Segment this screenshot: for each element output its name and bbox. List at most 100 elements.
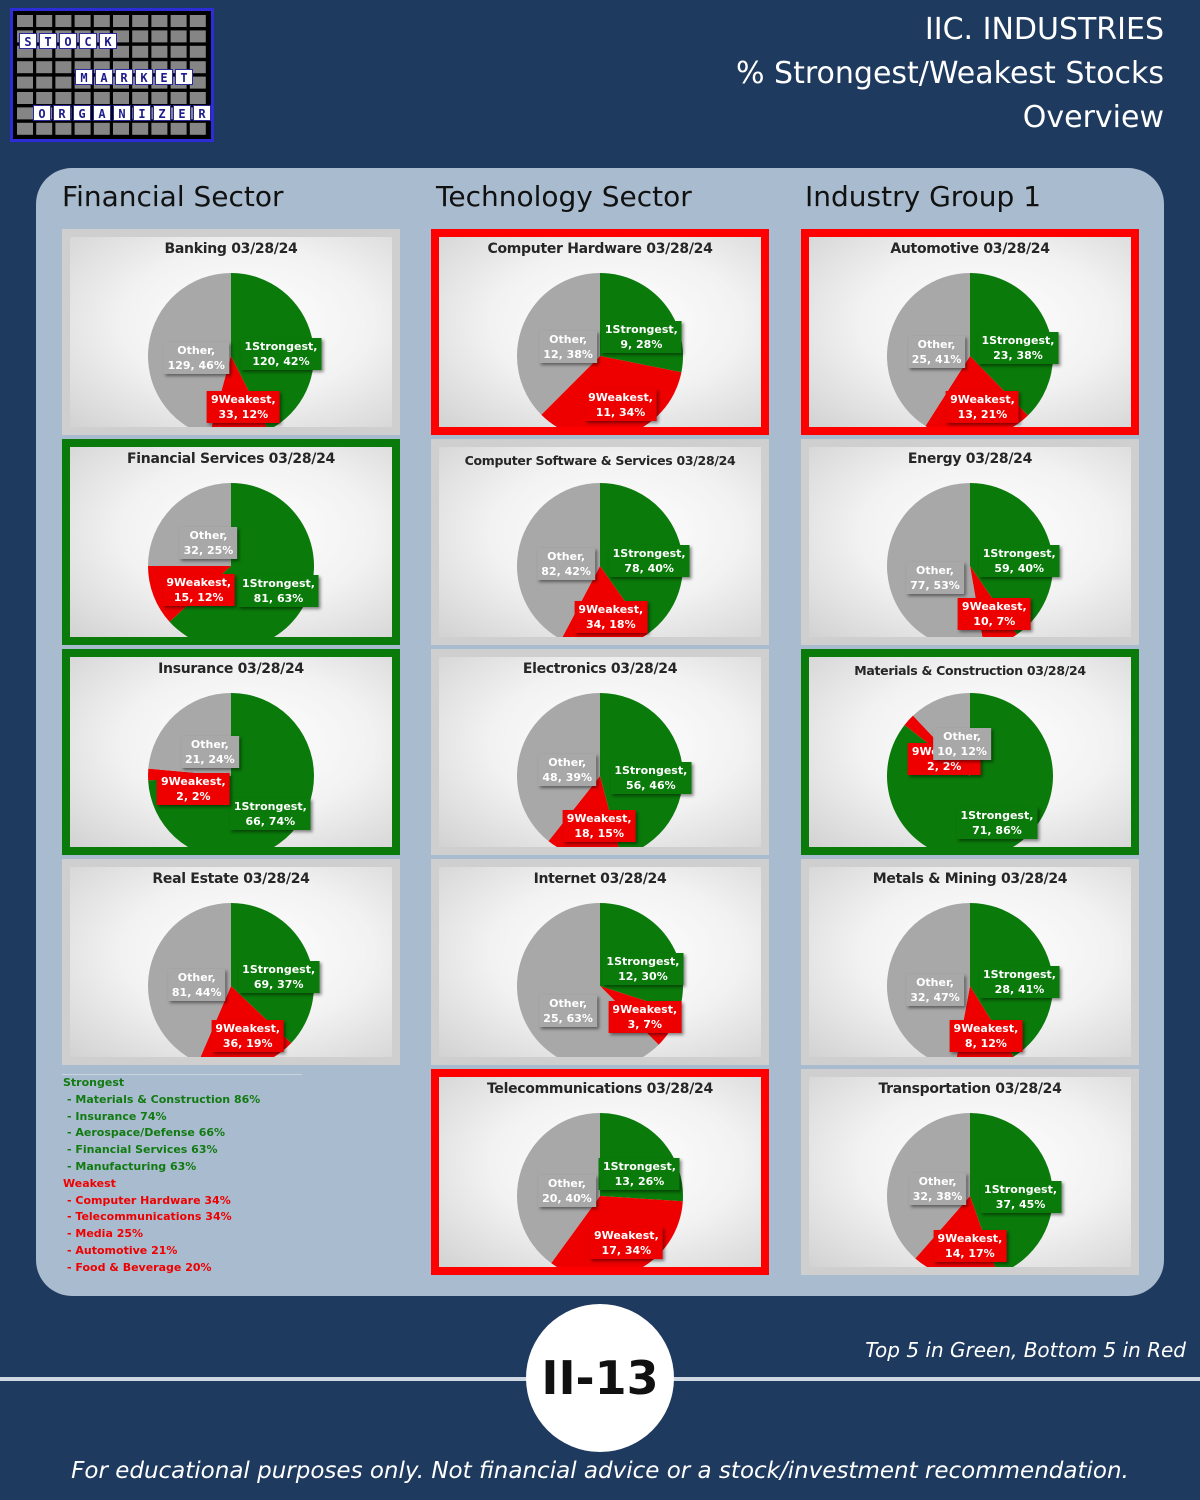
slice-data-label: Other, 32, 25% <box>179 527 238 560</box>
logo-letter: A <box>95 69 113 85</box>
legend-weakest-item: - Media 25% <box>67 1227 144 1241</box>
legend-strongest-heading: Strongest <box>63 1076 125 1089</box>
chart-title: Telecommunications 03/28/24 <box>487 1081 713 1097</box>
slice-data-label: 1Strongest, 23, 38% <box>977 331 1059 364</box>
slice-data-label: 1Strongest, 78, 40% <box>608 544 690 577</box>
slice-data-label: 1Strongest, 56, 46% <box>610 762 692 795</box>
legend-strongest-item: - Manufacturing 63% <box>67 1159 197 1173</box>
pie-chart-card: 1Strongest, 28, 41% 9Weakest, 8, 12% Other, 3… <box>801 859 1139 1065</box>
slice-data-label: 1Strongest, 59, 40% <box>978 545 1060 578</box>
pie-chart-card: 1Strongest, 12, 30% 9Weakest, 3, 7% Other, 25… <box>431 859 769 1065</box>
header-line-2: % Strongest/Weakest Stocks <box>736 56 1164 91</box>
slice-data-label: Other, 10, 12% <box>933 727 991 760</box>
slice-data-label: 1Strongest, 81, 63% <box>237 575 319 608</box>
chart-title: Transportation 03/28/24 <box>878 1081 1062 1097</box>
pie-chart-card: 1Strongest, 66, 74% 9Weakest, 2, 2% Other, 21… <box>62 649 400 855</box>
pie-chart-card: 1Strongest, 120, 42% 9Weakest, 33, 12% Other… <box>62 229 400 435</box>
logo-letter: R <box>53 105 71 121</box>
chart-title: Metals & Mining 03/28/24 <box>872 871 1068 887</box>
pie-chart-card: 1Strongest, 81, 63% 9Weakest, 15, 12% Other,… <box>62 439 400 645</box>
logo-letter: E <box>173 105 191 121</box>
column-title-financial: Financial Sector <box>62 180 284 213</box>
legend-strongest-item: - Materials & Construction 86% <box>67 1092 261 1106</box>
slice-data-label: 9Weakest, 14, 17% <box>933 1230 1007 1263</box>
slice-data-label: 9Weakest, 10, 7% <box>957 597 1031 630</box>
strongest-weakest-legend: Strongest - Materials & Construction 86%… <box>62 1074 302 1277</box>
chart-title: Automotive 03/28/24 <box>890 241 1050 257</box>
slice-data-label: Other, 20, 40% <box>538 1174 596 1207</box>
chart-title: Materials & Construction 03/28/24 <box>854 663 1086 678</box>
pie-chart-card: 1Strongest, 78, 40% 9Weakest, 34, 18% Other,… <box>431 439 769 645</box>
logo-letter: G <box>73 105 91 121</box>
slice-data-label: 1Strongest, 13, 26% <box>598 1158 680 1191</box>
legend-strongest-item: - Financial Services 63% <box>67 1143 218 1157</box>
logo-letter: T <box>39 33 57 49</box>
slice-data-label: 9Weakest, 11, 34% <box>584 389 657 422</box>
pie-chart-card: 1Strongest, 23, 38% 9Weakest, 13, 21% Other,… <box>801 229 1139 435</box>
slice-data-label: 9Weakest, 33, 12% <box>206 390 280 423</box>
pie-chart-card: 1Strongest, 13, 26% 9Weakest, 17, 34% Other,… <box>431 1069 769 1275</box>
chart-title: Financial Services 03/28/24 <box>127 451 335 467</box>
slice-data-label: 9Weakest,2, 2% <box>156 773 230 806</box>
pie-chart <box>517 903 683 1057</box>
header-line-1: IIC. INDUSTRIES <box>924 12 1164 47</box>
page-header: IIC. INDUSTRIES % Strongest/Weakest Stoc… <box>736 8 1164 140</box>
pie-chart-card: 1Strongest, 56, 46% 9Weakest, 18, 15% Other,… <box>431 649 769 855</box>
logo-letter: K <box>99 33 117 49</box>
slice-data-label: Other, 25, 63% <box>539 994 597 1027</box>
logo-letter: K <box>135 69 153 85</box>
logo-letter: R <box>193 105 211 121</box>
legend-weakest-item: - Food & Beverage 20% <box>67 1260 212 1274</box>
slice-data-label: 1Strongest, 37, 45% <box>980 1180 1062 1213</box>
color-key-note: Top 5 in Green, Bottom 5 in Red <box>865 1338 1186 1362</box>
slice-data-label: Other, 129, 46% <box>163 342 229 375</box>
header-line-3: Overview <box>1022 100 1164 135</box>
slice-data-label: 9Weakest, 15, 12% <box>162 573 236 606</box>
pie-chart-card: 1Strongest, 69, 37% 9Weakest, 36, 19% Other,… <box>62 859 400 1065</box>
pie-chart-card: 1Strongest, 59, 40% 9Weakest, 10, 7% Other, 7… <box>801 439 1139 645</box>
slice-data-label: 9Weakest, 3, 7% <box>608 1000 682 1033</box>
slice-data-label: 1Strongest, 12, 30% <box>602 952 684 985</box>
logo-letter: I <box>133 105 151 121</box>
chart-title: Energy 03/28/24 <box>907 451 1033 467</box>
disclaimer: For educational purposes only. Not finan… <box>71 1458 1129 1484</box>
slice-data-label: 1Strongest, 9, 28% <box>600 320 682 353</box>
slice-data-label: Other, 32, 38% <box>908 1172 967 1205</box>
logo-letter: T <box>175 69 193 85</box>
pie-chart-card: 1Strongest,71, 86%9Weakest,2, 2%Other,10… <box>801 649 1139 855</box>
chart-title: Real Estate 03/28/24 <box>152 871 310 887</box>
column-title-technology: Technology Sector <box>436 180 692 213</box>
slice-data-label: 1Strongest, 28, 41% <box>979 966 1060 999</box>
logo-letter: S <box>19 33 37 49</box>
slice-data-label: 9Weakest, 18, 15% <box>562 810 636 843</box>
logo-letter: O <box>59 33 77 49</box>
legend-weakest-heading: Weakest <box>63 1176 116 1190</box>
legend-strongest-item: - Insurance 74% <box>67 1109 167 1123</box>
logo-letter: E <box>155 69 173 85</box>
chart-title: Computer Hardware 03/28/24 <box>487 241 713 257</box>
column-title-industry-group: Industry Group 1 <box>805 180 1042 213</box>
slice-data-label: Other, 25, 41% <box>907 335 966 368</box>
logo-letter: O <box>33 105 51 121</box>
slice-data-label: Other, 81, 44% <box>167 969 226 1002</box>
slice-data-label: Other, 77, 53% <box>906 561 964 594</box>
logo-letter: M <box>75 69 93 85</box>
logo-letter: Z <box>153 105 171 121</box>
slice-data-label: 9Weakest, 17, 34% <box>590 1227 663 1260</box>
logo-letter: R <box>115 69 133 85</box>
slice-data-label: 9Weakest, 34, 18% <box>574 601 648 634</box>
slice-data-label: 1Strongest, 69, 37% <box>238 960 320 993</box>
slice-data-label: 1Strongest, 66, 74% <box>229 797 311 830</box>
slice-data-label: 9Weakest, 13, 21% <box>946 390 1019 423</box>
slice-data-label: Other, 82, 42% <box>537 547 595 580</box>
slice-data-label: 9Weakest, 8, 12% <box>949 1020 1023 1053</box>
slice-data-label: 1Strongest, 120, 42% <box>240 337 322 370</box>
legend-weakest-item: - Telecommunications 34% <box>67 1210 232 1224</box>
slice-data-label: 1Strongest, 71, 86% <box>956 806 1038 839</box>
slice-data-label: Other, 21, 24% <box>181 736 239 769</box>
chart-title: Insurance 03/28/24 <box>158 661 304 677</box>
chart-title: Electronics 03/28/24 <box>522 661 678 677</box>
